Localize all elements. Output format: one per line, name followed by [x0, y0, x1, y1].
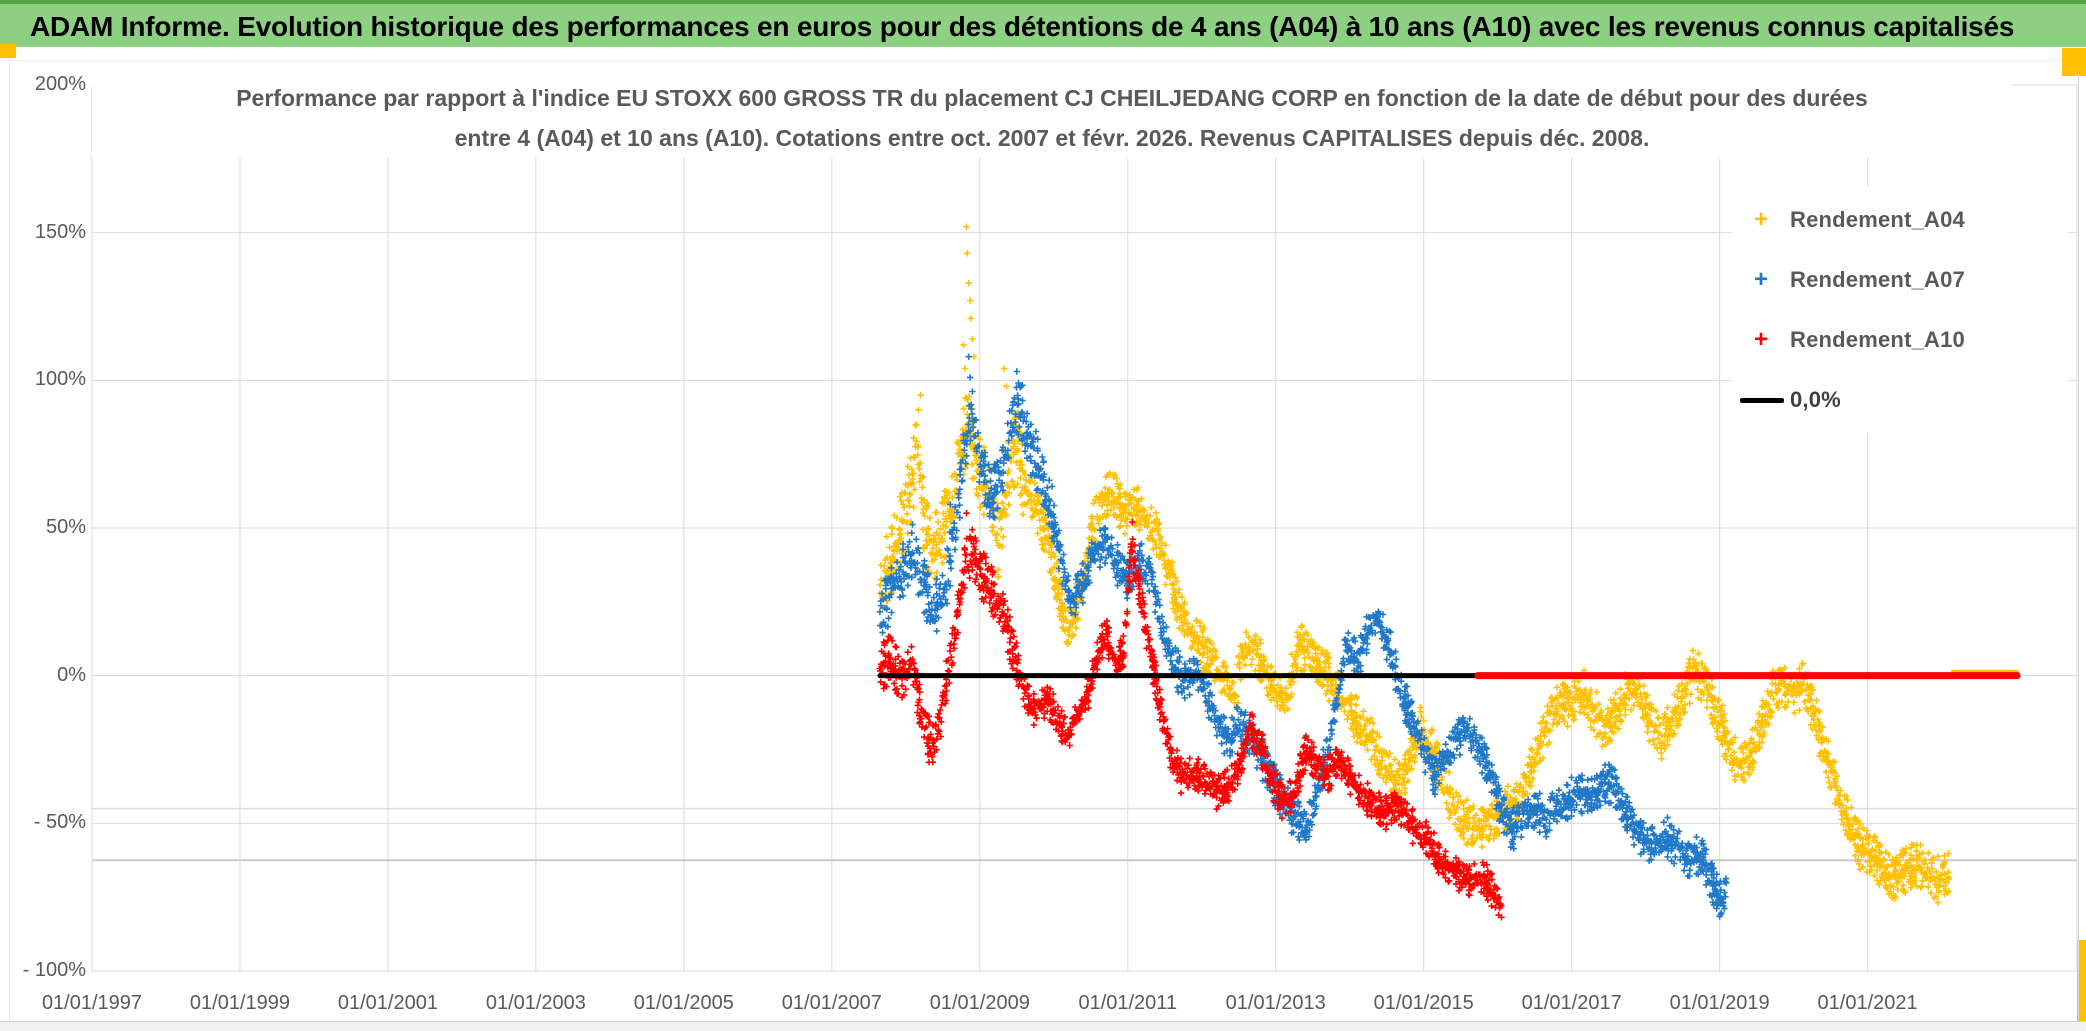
x-tick-label: 01/01/2003: [485, 992, 586, 1014]
x-tick-label: 01/01/2005: [633, 992, 734, 1014]
chart-border-left: [9, 60, 10, 1020]
banner-row: ADAM Informe. Evolution historique des p…: [0, 0, 2086, 47]
x-tick-label: 01/01/2021: [1817, 992, 1918, 1014]
x-tick-label: 01/01/1999: [189, 992, 290, 1014]
plus-marker-icon: +: [1753, 206, 1768, 233]
legend-label: Rendement_A10: [1790, 327, 1965, 352]
legend-item-zero-line[interactable]: 0,0%: [1732, 370, 2068, 430]
x-tick-label: 01/01/2007: [781, 992, 882, 1014]
x-tick-label: 01/01/2009: [929, 992, 1030, 1014]
legend-label: Rendement_A04: [1790, 207, 1965, 232]
legend-item-a07[interactable]: + Rendement_A07: [1732, 250, 2068, 310]
orange-cell-top-right: [2062, 48, 2086, 76]
plus-marker-icon: +: [1753, 266, 1768, 293]
chart-border-right: [2078, 74, 2079, 1020]
y-tick-label: 150%: [34, 220, 86, 243]
x-tick-label: 01/01/2011: [1078, 992, 1178, 1014]
y-tick-label: 0%: [57, 663, 86, 686]
x-tick-label: 01/01/2019: [1669, 992, 1770, 1014]
legend-label: Rendement_A07: [1790, 267, 1965, 292]
orange-cell-top-left: [0, 44, 16, 58]
zero-line-icon: [1740, 397, 1784, 403]
y-tick-label: 100%: [34, 368, 86, 391]
orange-cell-bottom-right: [2077, 940, 2086, 1031]
x-tick-label: 01/01/2017: [1521, 992, 1622, 1014]
banner-gap: [0, 47, 2086, 61]
x-tick-label: 01/01/2015: [1373, 992, 1474, 1014]
x-tick-label: 01/01/2013: [1225, 992, 1326, 1014]
legend-item-a04[interactable]: + Rendement_A04: [1732, 190, 2068, 250]
chart-title[interactable]: Performance par rapport à l'indice EU ST…: [92, 78, 2012, 158]
legend-item-a10[interactable]: + Rendement_A10: [1732, 310, 2068, 370]
legend: + Rendement_A04 + Rendement_A07 + Rendem…: [1732, 186, 2068, 434]
series-rendement_a07: [876, 353, 1730, 920]
y-tick-label: 50%: [45, 516, 86, 538]
chart-title-line2: entre 4 (A04) et 10 ans (A10). Cotations…: [454, 125, 1650, 151]
y-tick-label: - 50%: [33, 811, 86, 834]
legend-label: 0,0%: [1790, 387, 1841, 412]
y-tick-label: 200%: [34, 73, 86, 95]
plus-marker-icon: +: [1753, 326, 1768, 353]
x-tick-label: 01/01/2001: [337, 992, 438, 1014]
chart-title-line1: Performance par rapport à l'indice EU ST…: [236, 85, 1868, 111]
y-tick-label: - 100%: [22, 959, 86, 981]
x-tick-label: 01/01/1997: [41, 992, 143, 1014]
series-rendement_a04: [876, 223, 1952, 906]
bottom-scroll-strip: [0, 1021, 2086, 1031]
banner-title: ADAM Informe. Evolution historique des p…: [30, 11, 2015, 42]
